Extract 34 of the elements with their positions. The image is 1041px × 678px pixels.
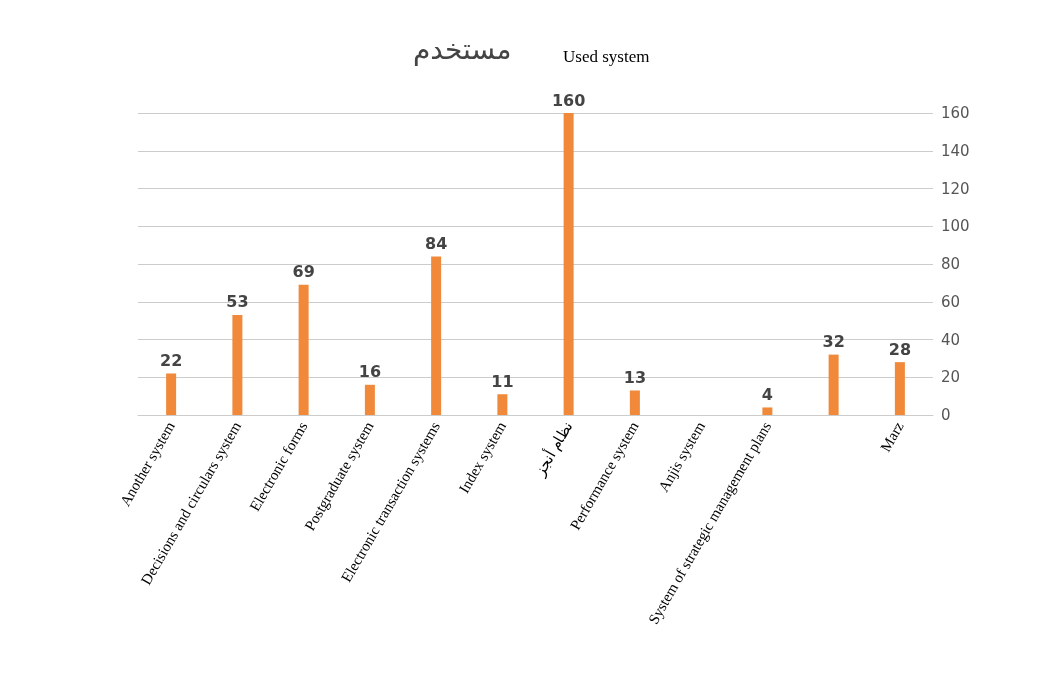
- chart-subtitle: Used system: [563, 47, 650, 66]
- bar: [894, 362, 905, 415]
- data-label: 28: [888, 339, 912, 359]
- y-tick-label: 120: [941, 179, 970, 198]
- y-tick-label: 160: [941, 104, 970, 122]
- data-label: 11: [491, 371, 514, 391]
- y-tick-label: 80: [941, 255, 961, 273]
- y-tick-label: 100: [941, 217, 970, 236]
- bar: [828, 354, 839, 415]
- bar: [431, 256, 442, 415]
- chart-title: مستخدم: [413, 32, 512, 66]
- data-label: 69: [292, 262, 315, 282]
- x-tick-label: نظام أنجز: [529, 418, 577, 481]
- y-tick-label: 20: [941, 368, 961, 387]
- bar: [563, 113, 574, 415]
- y-tick-label: 60: [941, 292, 961, 311]
- y-tick-label: 40: [941, 330, 961, 349]
- bar: [232, 314, 243, 415]
- bar: [166, 373, 177, 415]
- bar: [364, 384, 375, 415]
- bar: [497, 394, 508, 415]
- data-label: 160: [551, 90, 586, 110]
- data-label: 22: [159, 350, 183, 370]
- data-label: 13: [623, 367, 647, 387]
- bar: [298, 284, 309, 415]
- y-tick-label: 0: [941, 406, 951, 424]
- bar: [762, 407, 773, 415]
- data-label: 4: [761, 384, 773, 404]
- data-label: 53: [226, 292, 249, 312]
- data-label: 32: [822, 332, 845, 352]
- y-tick-label: 140: [941, 141, 970, 160]
- data-label: 16: [358, 362, 382, 382]
- bar: [629, 390, 640, 415]
- data-label: 84: [424, 233, 448, 253]
